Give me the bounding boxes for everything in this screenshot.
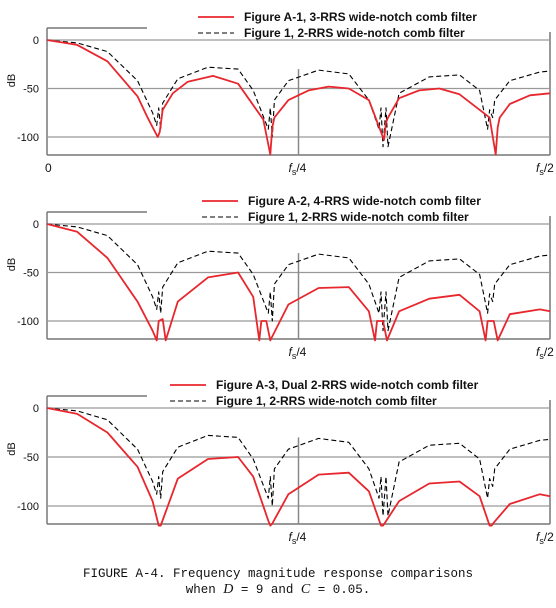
y-axis-label: dB (6, 258, 18, 271)
legend-label: Figure A-1, 3-RRS wide-notch comb filter (244, 10, 477, 24)
series-line-dashed (46, 407, 551, 517)
series-line-dashed (46, 39, 551, 148)
y-tick-label: -100 (17, 501, 39, 513)
x-tick-label-mid: fs/4 (289, 161, 307, 177)
figure-caption: FIGURE A-4. Frequency magnitude response… (0, 566, 556, 598)
y-tick-label: -100 (17, 132, 39, 144)
chart-panel-2: 0 -50 -100 dB fs/4 fs/2 Figure A-2, 4-RRS wide… (6, 194, 554, 361)
series-line-dashed (46, 223, 551, 332)
y-tick-label: -50 (23, 452, 39, 464)
x-tick-label-start: 0 (45, 161, 52, 175)
legend-label: Figure 1, 2-RRS wide-notch comb filter (216, 394, 437, 408)
series-line-red (46, 39, 551, 156)
legend-label: Figure 1, 2-RRS wide-notch comb filter (248, 210, 469, 224)
series-line-red (46, 223, 551, 342)
y-tick-label: 0 (33, 403, 39, 415)
legend-label: Figure 1, 2-RRS wide-notch comb filter (244, 26, 465, 40)
y-tick-label: 0 (33, 35, 39, 47)
y-axis-label: dB (6, 442, 18, 455)
y-tick-label: 0 (33, 219, 39, 231)
x-tick-label-mid: fs/4 (289, 530, 307, 546)
x-tick-label-end: fs/2 (536, 530, 554, 546)
x-tick-label-mid: fs/4 (289, 345, 307, 361)
legend-label: Figure A-3, Dual 2-RRS wide-notch comb f… (216, 378, 479, 392)
caption-line-1: FIGURE A-4. Frequency magnitude response… (82, 567, 474, 581)
y-tick-label: -100 (17, 316, 39, 328)
x-tick-label-end: fs/2 (536, 161, 554, 177)
series-line-red (46, 407, 551, 527)
legend-label: Figure A-2, 4-RRS wide-notch comb filter (248, 194, 481, 208)
y-tick-label: -50 (23, 84, 39, 96)
y-tick-label: -50 (23, 268, 39, 280)
chart-panel-1: 0 -50 -100 dB 0 fs/4 fs/2 Figure A-1, 3-RRS wid… (6, 10, 554, 177)
y-axis-label: dB (6, 74, 18, 87)
x-tick-label-end: fs/2 (536, 345, 554, 361)
chart-panel-3: 0 -50 -100 dB fs/4 fs/2 Figure A-3, Dual 2-RRS… (6, 378, 554, 546)
caption-line-2: when D = 9 and C = 0.05. (185, 582, 371, 597)
